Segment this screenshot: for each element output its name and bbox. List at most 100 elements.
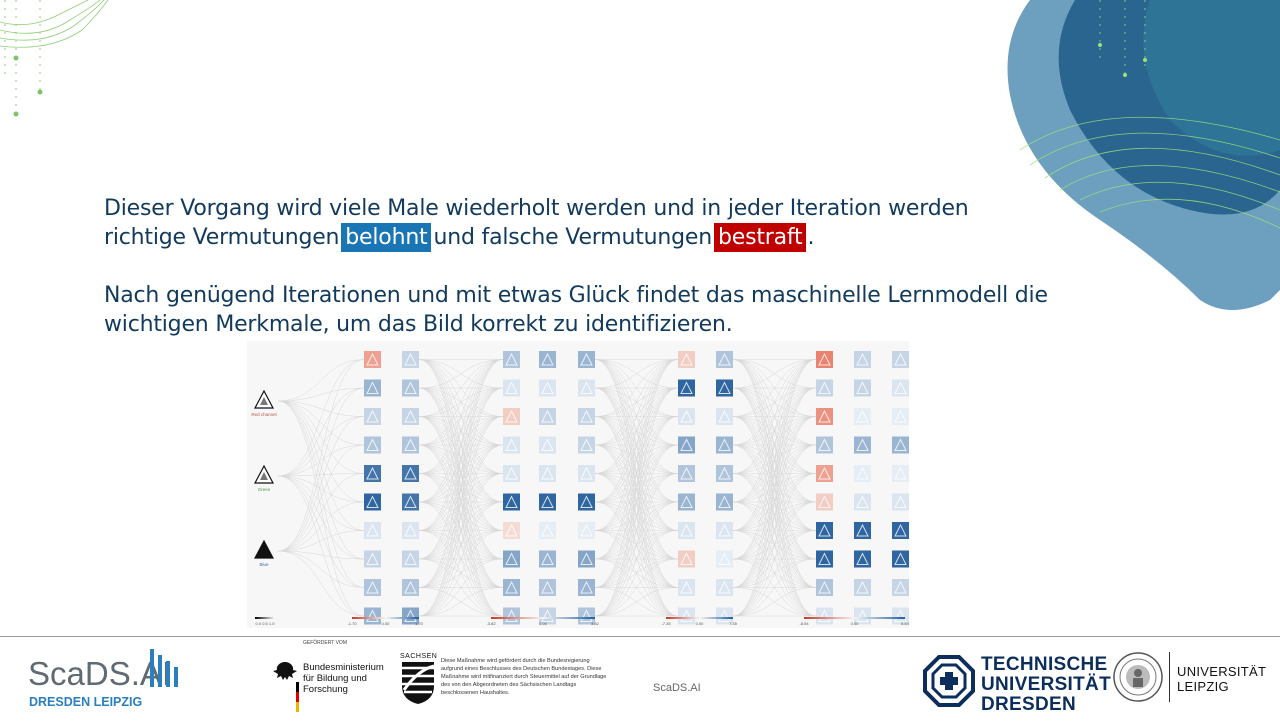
sachsen-funding-note: Diese Maßnahme wird gefördert durch die …: [441, 658, 607, 696]
paragraph-1-line-1: Dieser Vorgang wird viele Male wiederhol…: [104, 196, 969, 221]
activation-cell: [539, 550, 556, 568]
paragraph-1-line-2-middle: und falsche Vermutungen: [433, 225, 712, 250]
punish-highlight: bestraft: [713, 223, 807, 252]
activation-cell: [503, 550, 520, 568]
activation-cell: [402, 408, 419, 425]
neural-network-visualization: Red channel Green Blue 0.0 0.5 1.0 -1.70 0.00…: [247, 341, 909, 628]
activation-cell: [364, 550, 381, 568]
layer-scale-bar: [491, 617, 595, 619]
leipzig-seal-icon: [1113, 652, 1163, 702]
activation-cell: [892, 465, 909, 482]
tud-line-2: UNIVERSITÄT: [981, 674, 1111, 695]
activation-cell: [816, 550, 833, 568]
activation-cell: [892, 379, 909, 397]
activation-cell: [402, 465, 419, 482]
activation-cell: [402, 550, 419, 568]
main-text: Dieser Vorgang wird viele Male wiederhol…: [104, 194, 1104, 339]
activation-cell: [892, 436, 909, 454]
activation-cell: [364, 607, 381, 625]
layer-scale-tick-label: 1.70: [415, 621, 424, 626]
activation-cell: [503, 465, 520, 482]
reward-highlight: belohnt: [341, 223, 432, 252]
activation-cell: [578, 522, 595, 539]
activation-cell: [364, 522, 381, 539]
activation-cell: [503, 579, 520, 596]
activation-cell: [578, 465, 595, 482]
layer-scale-tick-label: 0.00: [382, 621, 391, 626]
activation-cell: [678, 607, 695, 625]
activation-cell: [716, 550, 733, 568]
layer-scale-tick-label: 0.00: [696, 621, 705, 626]
activation-cell: [578, 579, 595, 596]
activation-cell: [892, 493, 909, 511]
paragraph-1: Dieser Vorgang wird viele Male wiederhol…: [104, 194, 1104, 252]
activation-cell: [578, 351, 595, 368]
activation-cell: [892, 607, 909, 625]
activation-cell: [854, 579, 871, 596]
activation-cell: [578, 607, 595, 625]
activation-cell: [402, 493, 419, 511]
leipzig-separator: [1169, 652, 1170, 702]
layer-scale-tick-label: -3.82: [486, 621, 496, 626]
activation-cell: [816, 436, 833, 454]
federal-eagle-icon: [273, 662, 299, 712]
activation-cell: [364, 579, 381, 596]
footer-center-label: ScaDS.AI: [653, 682, 701, 694]
tud-line-3: DRESDEN: [981, 694, 1077, 715]
activation-cell: [578, 493, 595, 511]
activation-cell: [364, 408, 381, 425]
activation-cell: [503, 379, 520, 397]
activation-cell: [854, 379, 871, 397]
activation-cell: [816, 493, 833, 511]
activation-cell: [539, 493, 556, 511]
leipzig-name: UNIVERSITÄT LEIPZIG: [1177, 664, 1266, 694]
activation-cell: [364, 351, 381, 368]
activation-cell: [402, 351, 419, 368]
activation-cell: [678, 351, 695, 368]
activation-cell: [503, 351, 520, 368]
activation-cell: [892, 579, 909, 596]
activation-cell: [892, 522, 909, 539]
layer-scale-tick-label: -8.54: [799, 621, 809, 626]
activation-cell: [503, 522, 520, 539]
activation-cell: [539, 436, 556, 454]
paragraph-2: Nach genügend Iterationen und mit etwas …: [104, 281, 1104, 339]
activation-cell: [364, 379, 381, 397]
activation-cell: [854, 465, 871, 482]
paragraph-1-end: .: [807, 225, 815, 250]
activation-cell: [854, 607, 871, 625]
activation-cell: [503, 408, 520, 425]
activation-cell: [503, 493, 520, 511]
activation-cell: [854, 522, 871, 539]
layer-scale-tick-label: 8.54: [901, 621, 909, 626]
activation-cell: [402, 436, 419, 454]
layer-scale-tick-label: 3.82: [591, 621, 600, 626]
activation-cell: [716, 522, 733, 539]
decorative-lines-top-left: [0, 0, 109, 117]
bmbf-logo: GEFÖRDERT VOM Bundesministerium für Bild…: [270, 640, 390, 716]
activation-cell: [854, 550, 871, 568]
bmbf-name: Bundesministerium für Bildung und Forsch…: [303, 662, 384, 695]
layer-scale-bar: [804, 617, 905, 619]
layer-scale-tick-label: -1.70: [347, 621, 357, 626]
layer-scale-tick-label: -7.35: [661, 621, 671, 626]
layer-scale-tick-label: 7.35: [729, 621, 738, 626]
activation-cell: [402, 579, 419, 596]
activation-cell: [816, 379, 833, 397]
activation-cell: [578, 550, 595, 568]
activation-cell: [402, 522, 419, 539]
activation-cell: [678, 493, 695, 511]
activation-cell: [539, 607, 556, 625]
input-channel-label: Blue: [259, 562, 269, 567]
layer-scale-bar: [666, 617, 733, 619]
input-scale-bar: [255, 617, 275, 619]
activation-cell: [539, 351, 556, 368]
layer-scale-tick-label: 0.00: [851, 621, 860, 626]
sachsen-label: SACHSEN: [400, 653, 438, 660]
scads-logo: ScaDS.AI DRESDEN LEIPZIG: [28, 649, 178, 709]
leipzig-line-2: LEIPZIG: [1177, 679, 1229, 694]
activation-cell: [539, 522, 556, 539]
activation-cell: [716, 607, 733, 625]
activation-cell: [816, 408, 833, 425]
input-triangle-icon: [254, 389, 274, 409]
